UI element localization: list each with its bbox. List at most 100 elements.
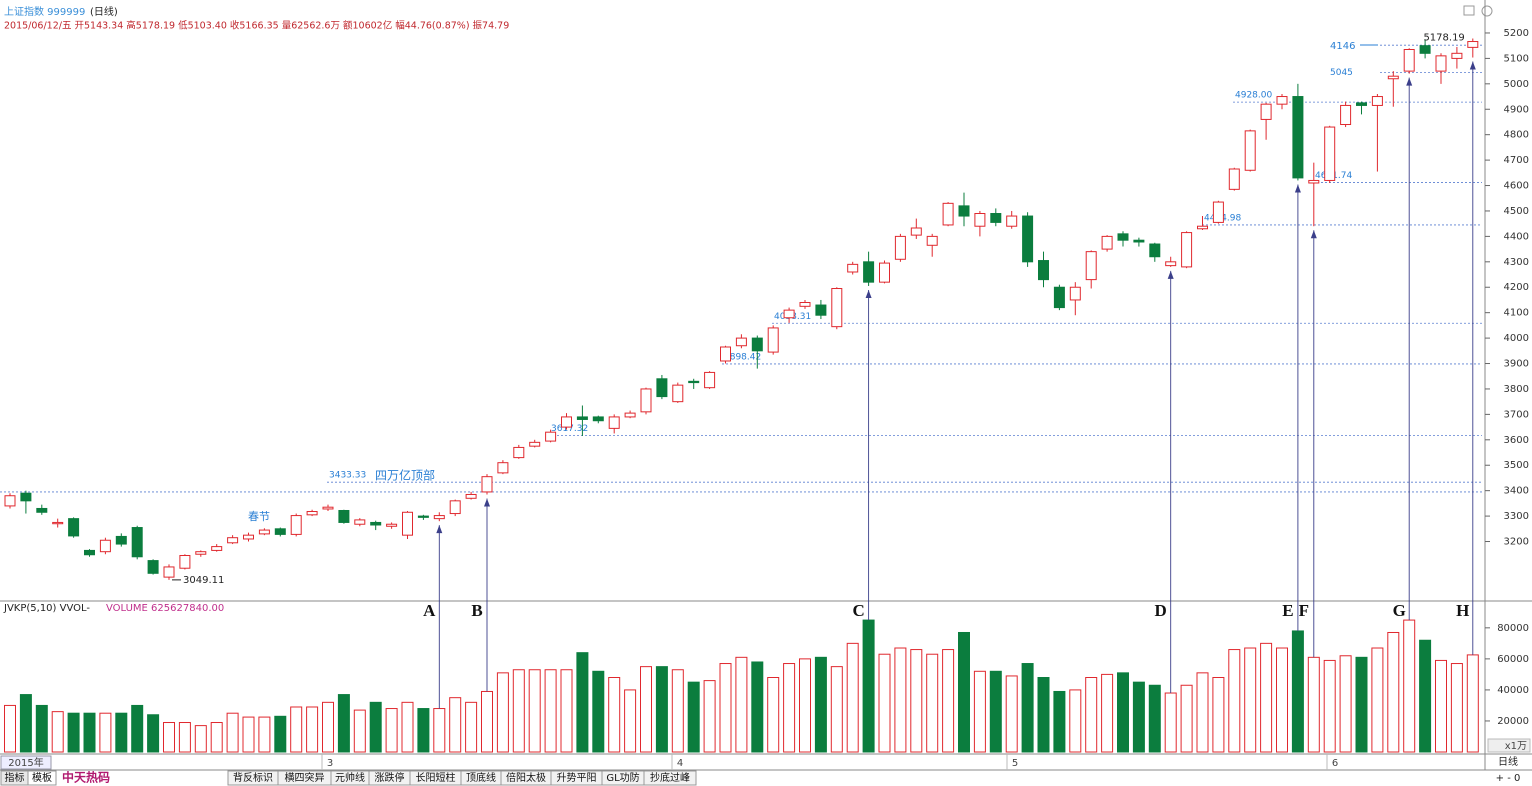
volume-bar xyxy=(1117,672,1129,753)
indicator-label[interactable]: 涨跌停 xyxy=(375,771,405,784)
y-tick-label: 4000 xyxy=(1504,333,1529,344)
volume-bar xyxy=(1228,649,1241,753)
candle-body xyxy=(99,539,111,553)
window-button[interactable] xyxy=(1463,5,1475,16)
candle-body xyxy=(1356,102,1367,106)
candle-body xyxy=(131,527,143,558)
volume-bar xyxy=(1371,647,1384,753)
point-label: H xyxy=(1456,601,1469,620)
tab-label[interactable]: 指标 xyxy=(5,771,25,784)
info-line: 2015/06/12/五 开5143.34 高5178.19 低5103.40 … xyxy=(4,20,509,32)
y-tick-label: 3900 xyxy=(1504,359,1529,370)
candle-body xyxy=(910,227,922,236)
indicator-label[interactable]: 升势平阳 xyxy=(557,771,597,784)
volume-bar xyxy=(496,672,509,753)
volume-bar xyxy=(878,653,891,753)
candle-body xyxy=(863,261,875,283)
volume-bar xyxy=(465,701,478,753)
volume-bar xyxy=(1355,656,1368,753)
candle-body xyxy=(1053,286,1065,309)
indicator-label[interactable]: 横四突异 xyxy=(285,771,325,784)
volume-tick-label: 60000 xyxy=(1497,654,1529,665)
volume-bar xyxy=(592,670,605,753)
point-label: D xyxy=(1155,601,1167,620)
candle-body xyxy=(1165,261,1177,267)
volume-bar xyxy=(1132,681,1145,753)
period-button[interactable]: 日线 xyxy=(1498,755,1518,768)
volume-bar xyxy=(369,701,382,753)
volume-bar xyxy=(1037,677,1050,753)
candle-body xyxy=(115,535,127,545)
volume-bar xyxy=(1148,684,1161,753)
candle-body xyxy=(449,500,461,515)
candle-body xyxy=(290,515,302,535)
candle-body xyxy=(497,462,509,474)
indicator-label[interactable]: 长阳短柱 xyxy=(416,771,456,784)
unit-box xyxy=(1487,738,1531,753)
tab[interactable] xyxy=(27,770,57,786)
window-button[interactable] xyxy=(1481,5,1493,17)
candle-body xyxy=(799,302,811,307)
candle-body xyxy=(894,235,906,260)
volume-bar xyxy=(131,704,144,753)
volume-bar xyxy=(1339,655,1352,753)
y-tick-label: 3800 xyxy=(1504,384,1529,395)
volume-bar xyxy=(1085,677,1098,753)
indicator-label[interactable]: 元帅线 xyxy=(335,771,365,784)
volume-tick-label: 40000 xyxy=(1497,685,1529,696)
volume-bar xyxy=(703,680,716,753)
volume-bar xyxy=(528,669,541,753)
logo: 中天热码 xyxy=(62,770,110,785)
candle-body xyxy=(545,431,557,442)
volume-bar xyxy=(306,706,319,753)
volume-bar xyxy=(1387,631,1400,753)
volume-bar xyxy=(83,712,96,753)
volume-bar xyxy=(608,677,621,753)
period-tag: (日线) xyxy=(90,5,118,18)
annotation: 4146 xyxy=(1330,41,1355,52)
volume-bar xyxy=(401,701,414,753)
indicator-tab[interactable] xyxy=(643,770,697,786)
indicator-label[interactable]: 背反标识 xyxy=(233,771,273,784)
volume-bar xyxy=(1196,672,1209,753)
volume-bar xyxy=(926,653,939,753)
candle-body xyxy=(4,495,16,507)
candle-body xyxy=(147,560,159,574)
indicator-label[interactable]: 倍阳太极 xyxy=(506,771,546,784)
indicator-label[interactable]: 顶底线 xyxy=(466,771,496,784)
candle-body xyxy=(1308,179,1320,184)
y-tick-label: 4100 xyxy=(1504,308,1529,319)
point-label: C xyxy=(852,601,864,620)
volume-bar xyxy=(481,690,493,753)
volume-bar xyxy=(640,666,652,753)
indicator-label[interactable]: 抄底过峰 xyxy=(650,771,690,784)
tab-label[interactable]: 模板 xyxy=(32,771,52,784)
point-label: F xyxy=(1299,601,1309,620)
point-label: E xyxy=(1282,601,1293,620)
candle-body xyxy=(958,205,970,217)
volume-tick-label: 20000 xyxy=(1497,716,1529,727)
volume-bar xyxy=(35,704,48,753)
candle-body xyxy=(751,337,763,352)
zoom-controls[interactable]: + - 0 xyxy=(1496,773,1521,784)
volume-bar xyxy=(862,619,875,753)
candle-body xyxy=(243,534,254,540)
candle-body xyxy=(672,384,684,403)
volume-bar xyxy=(560,669,573,753)
volume-bar xyxy=(1053,690,1066,753)
level-label: 3898.42 xyxy=(724,352,761,362)
volume-bar xyxy=(783,663,796,753)
point-arrowhead xyxy=(865,289,872,298)
volume-bar xyxy=(163,722,175,753)
volume-bar xyxy=(544,669,557,753)
annotation: 春节 xyxy=(248,510,270,523)
candle-body xyxy=(1228,168,1240,190)
candle-body xyxy=(68,518,80,537)
candle-body xyxy=(179,555,191,569)
point-label: G xyxy=(1393,601,1406,620)
candle-body xyxy=(783,309,795,319)
candle-body xyxy=(529,441,541,447)
high-label: 5178.19 xyxy=(1423,33,1464,44)
indicator-label[interactable]: GL功防 xyxy=(606,771,639,784)
